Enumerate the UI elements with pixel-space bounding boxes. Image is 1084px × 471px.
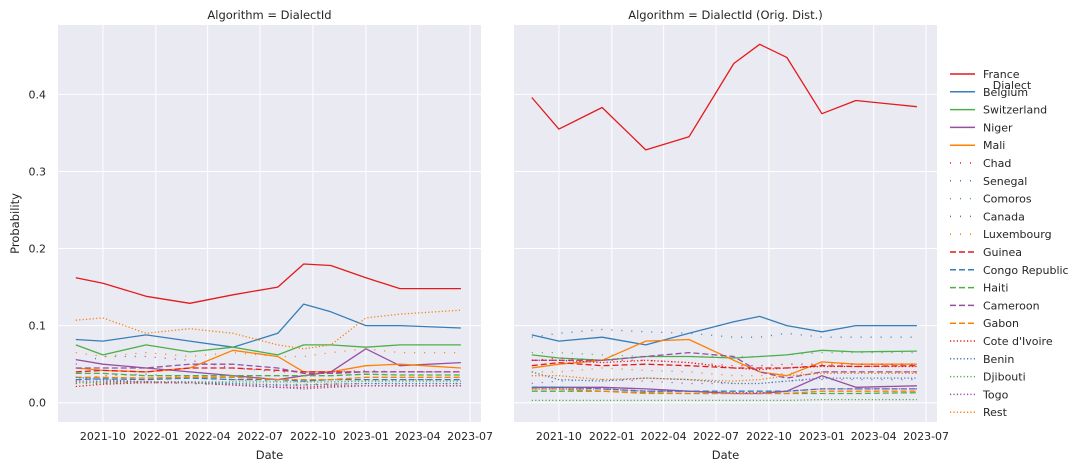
legend: Dialect France Belgium Switzerland Niger Mal… (950, 68, 1069, 419)
legend-item-label: Rest (983, 406, 1008, 419)
y-tick-label: 0.3 (29, 165, 47, 178)
series-line-switzerland (531, 349, 917, 361)
panel-1-y-ticks: 0.0 0.1 0.2 0.3 0.4 (29, 88, 47, 409)
legend-item-label: Canada (983, 210, 1025, 223)
series-line-gabon (531, 388, 917, 395)
y-axis-label: Probability (8, 193, 22, 254)
panel-2-x-ticks: 2021-10 2022-01 2022-04 2022-07 2022-10 2023-… (536, 430, 949, 443)
panel-2-x-axis-label: Date (712, 448, 740, 462)
legend-item-label: Gabon (983, 317, 1019, 330)
x-tick-label: 2022-10 (290, 430, 336, 443)
panel-1-x-ticks: 2021-10 2022-01 2022-04 2022-07 2022-10 2023-… (80, 430, 493, 443)
x-tick-label: 2023-01 (343, 430, 389, 443)
x-tick-label: 2023-01 (799, 430, 845, 443)
legend-item-label: Guinea (983, 246, 1022, 259)
legend-item-label: France (983, 68, 1020, 81)
series-line-france (75, 263, 461, 304)
y-tick-label: 0.0 (29, 397, 47, 410)
legend-item-label: Niger (983, 121, 1013, 134)
legend-title: Dialect (993, 79, 1032, 92)
series-line-france (531, 43, 917, 151)
panel-1-grid (58, 25, 481, 422)
x-tick-label: 2022-01 (589, 430, 635, 443)
panel-2: 2021-10 2022-01 2022-04 2022-07 2022-10 2023-… (514, 8, 949, 462)
x-tick-label: 2023-04 (851, 430, 897, 443)
x-tick-label: 2022-07 (693, 430, 739, 443)
panel-1: 0.00.10.20.30.4 2021-10 2022-01 2022-04 202… (8, 8, 493, 462)
panel-1-x-axis-label: Date (256, 448, 284, 462)
series-line-guinea (531, 361, 917, 369)
legend-item-label: Luxembourg (983, 228, 1052, 241)
series-line-belgium (75, 303, 461, 348)
series-line-haiti (75, 372, 461, 377)
panel-1-series (75, 263, 461, 390)
legend-item-label: Djibouti (983, 371, 1026, 384)
legend-item-label: Cameroon (983, 299, 1040, 312)
series-line-belgium (531, 315, 917, 346)
x-tick-label: 2022-04 (185, 430, 231, 443)
legend-item-label: Congo Republic (983, 264, 1069, 277)
x-tick-label: 2023-07 (447, 430, 493, 443)
x-tick-label: 2021-10 (80, 430, 126, 443)
series-line-gabon (75, 376, 461, 381)
x-tick-label: 2021-10 (536, 430, 582, 443)
legend-item-label: Mali (983, 139, 1005, 152)
legend-item-label: Comoros (983, 193, 1032, 206)
x-tick-label: 2022-07 (237, 430, 283, 443)
x-tick-label: 2022-04 (641, 430, 687, 443)
series-line-cameroon (75, 363, 461, 375)
series-line-switzerland (75, 344, 461, 356)
panel-2-series (531, 43, 917, 402)
series-line-congo-republic (531, 386, 917, 392)
y-tick-label: 0.1 (29, 320, 47, 333)
series-line-benin (531, 371, 917, 385)
series-line-mali (531, 338, 917, 377)
x-tick-label: 2022-10 (746, 430, 792, 443)
legend-item-label: Chad (983, 157, 1011, 170)
x-tick-label: 2022-01 (133, 430, 179, 443)
panel-2-title: Algorithm = DialectId (Orig. Dist.) (628, 8, 823, 22)
legend-item-label: Benin (983, 353, 1014, 366)
panel-1-title: Algorithm = DialectId (207, 8, 331, 22)
legend-item-label: Switzerland (983, 104, 1047, 117)
legend-item-label: Haiti (983, 282, 1008, 295)
x-tick-label: 2023-04 (395, 430, 441, 443)
y-tick-label: 0.2 (29, 243, 47, 256)
legend-item-label: Cote d'Ivoire (983, 335, 1053, 348)
legend-item-label: Togo (982, 388, 1009, 401)
y-tick-label: 0.4 (29, 88, 47, 101)
legend-item-label: Senegal (983, 175, 1027, 188)
legend-item-label: Belgium (983, 86, 1028, 99)
x-tick-label: 2023-07 (903, 430, 949, 443)
series-line-cameroon (531, 351, 917, 379)
